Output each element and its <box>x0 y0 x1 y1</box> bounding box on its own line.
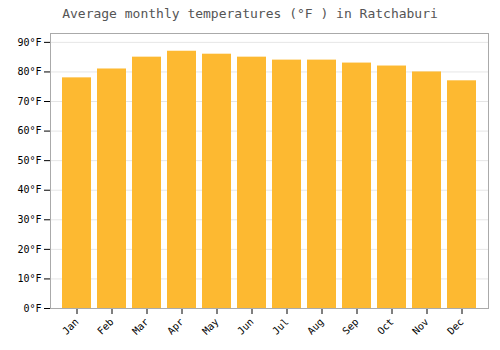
svg-text:May: May <box>200 316 221 337</box>
svg-text:60°F: 60°F <box>17 125 41 136</box>
svg-text:80°F: 80°F <box>17 66 41 77</box>
svg-text:Jan: Jan <box>60 316 81 337</box>
svg-text:10°F: 10°F <box>17 273 41 284</box>
svg-text:90°F: 90°F <box>17 37 41 48</box>
svg-text:20°F: 20°F <box>17 244 41 255</box>
svg-text:Mar: Mar <box>130 316 151 337</box>
svg-text:Dec: Dec <box>445 316 466 337</box>
svg-text:40°F: 40°F <box>17 184 41 195</box>
svg-text:30°F: 30°F <box>17 214 41 225</box>
svg-text:50°F: 50°F <box>17 155 41 166</box>
svg-text:Apr: Apr <box>165 316 186 337</box>
svg-text:Oct: Oct <box>375 316 396 337</box>
svg-text:Aug: Aug <box>305 316 326 337</box>
svg-text:Nov: Nov <box>410 316 431 337</box>
svg-text:70°F: 70°F <box>17 96 41 107</box>
svg-text:Jun: Jun <box>235 316 256 337</box>
svg-text:Feb: Feb <box>95 316 116 337</box>
svg-text:Jul: Jul <box>270 316 291 337</box>
html-text:Average monthly temperatures (: Average monthly temperatures (°F ) in Ra… <box>62 6 438 21</box>
svg-text:Sep: Sep <box>340 316 361 337</box>
svg-text:0°F: 0°F <box>23 303 41 314</box>
